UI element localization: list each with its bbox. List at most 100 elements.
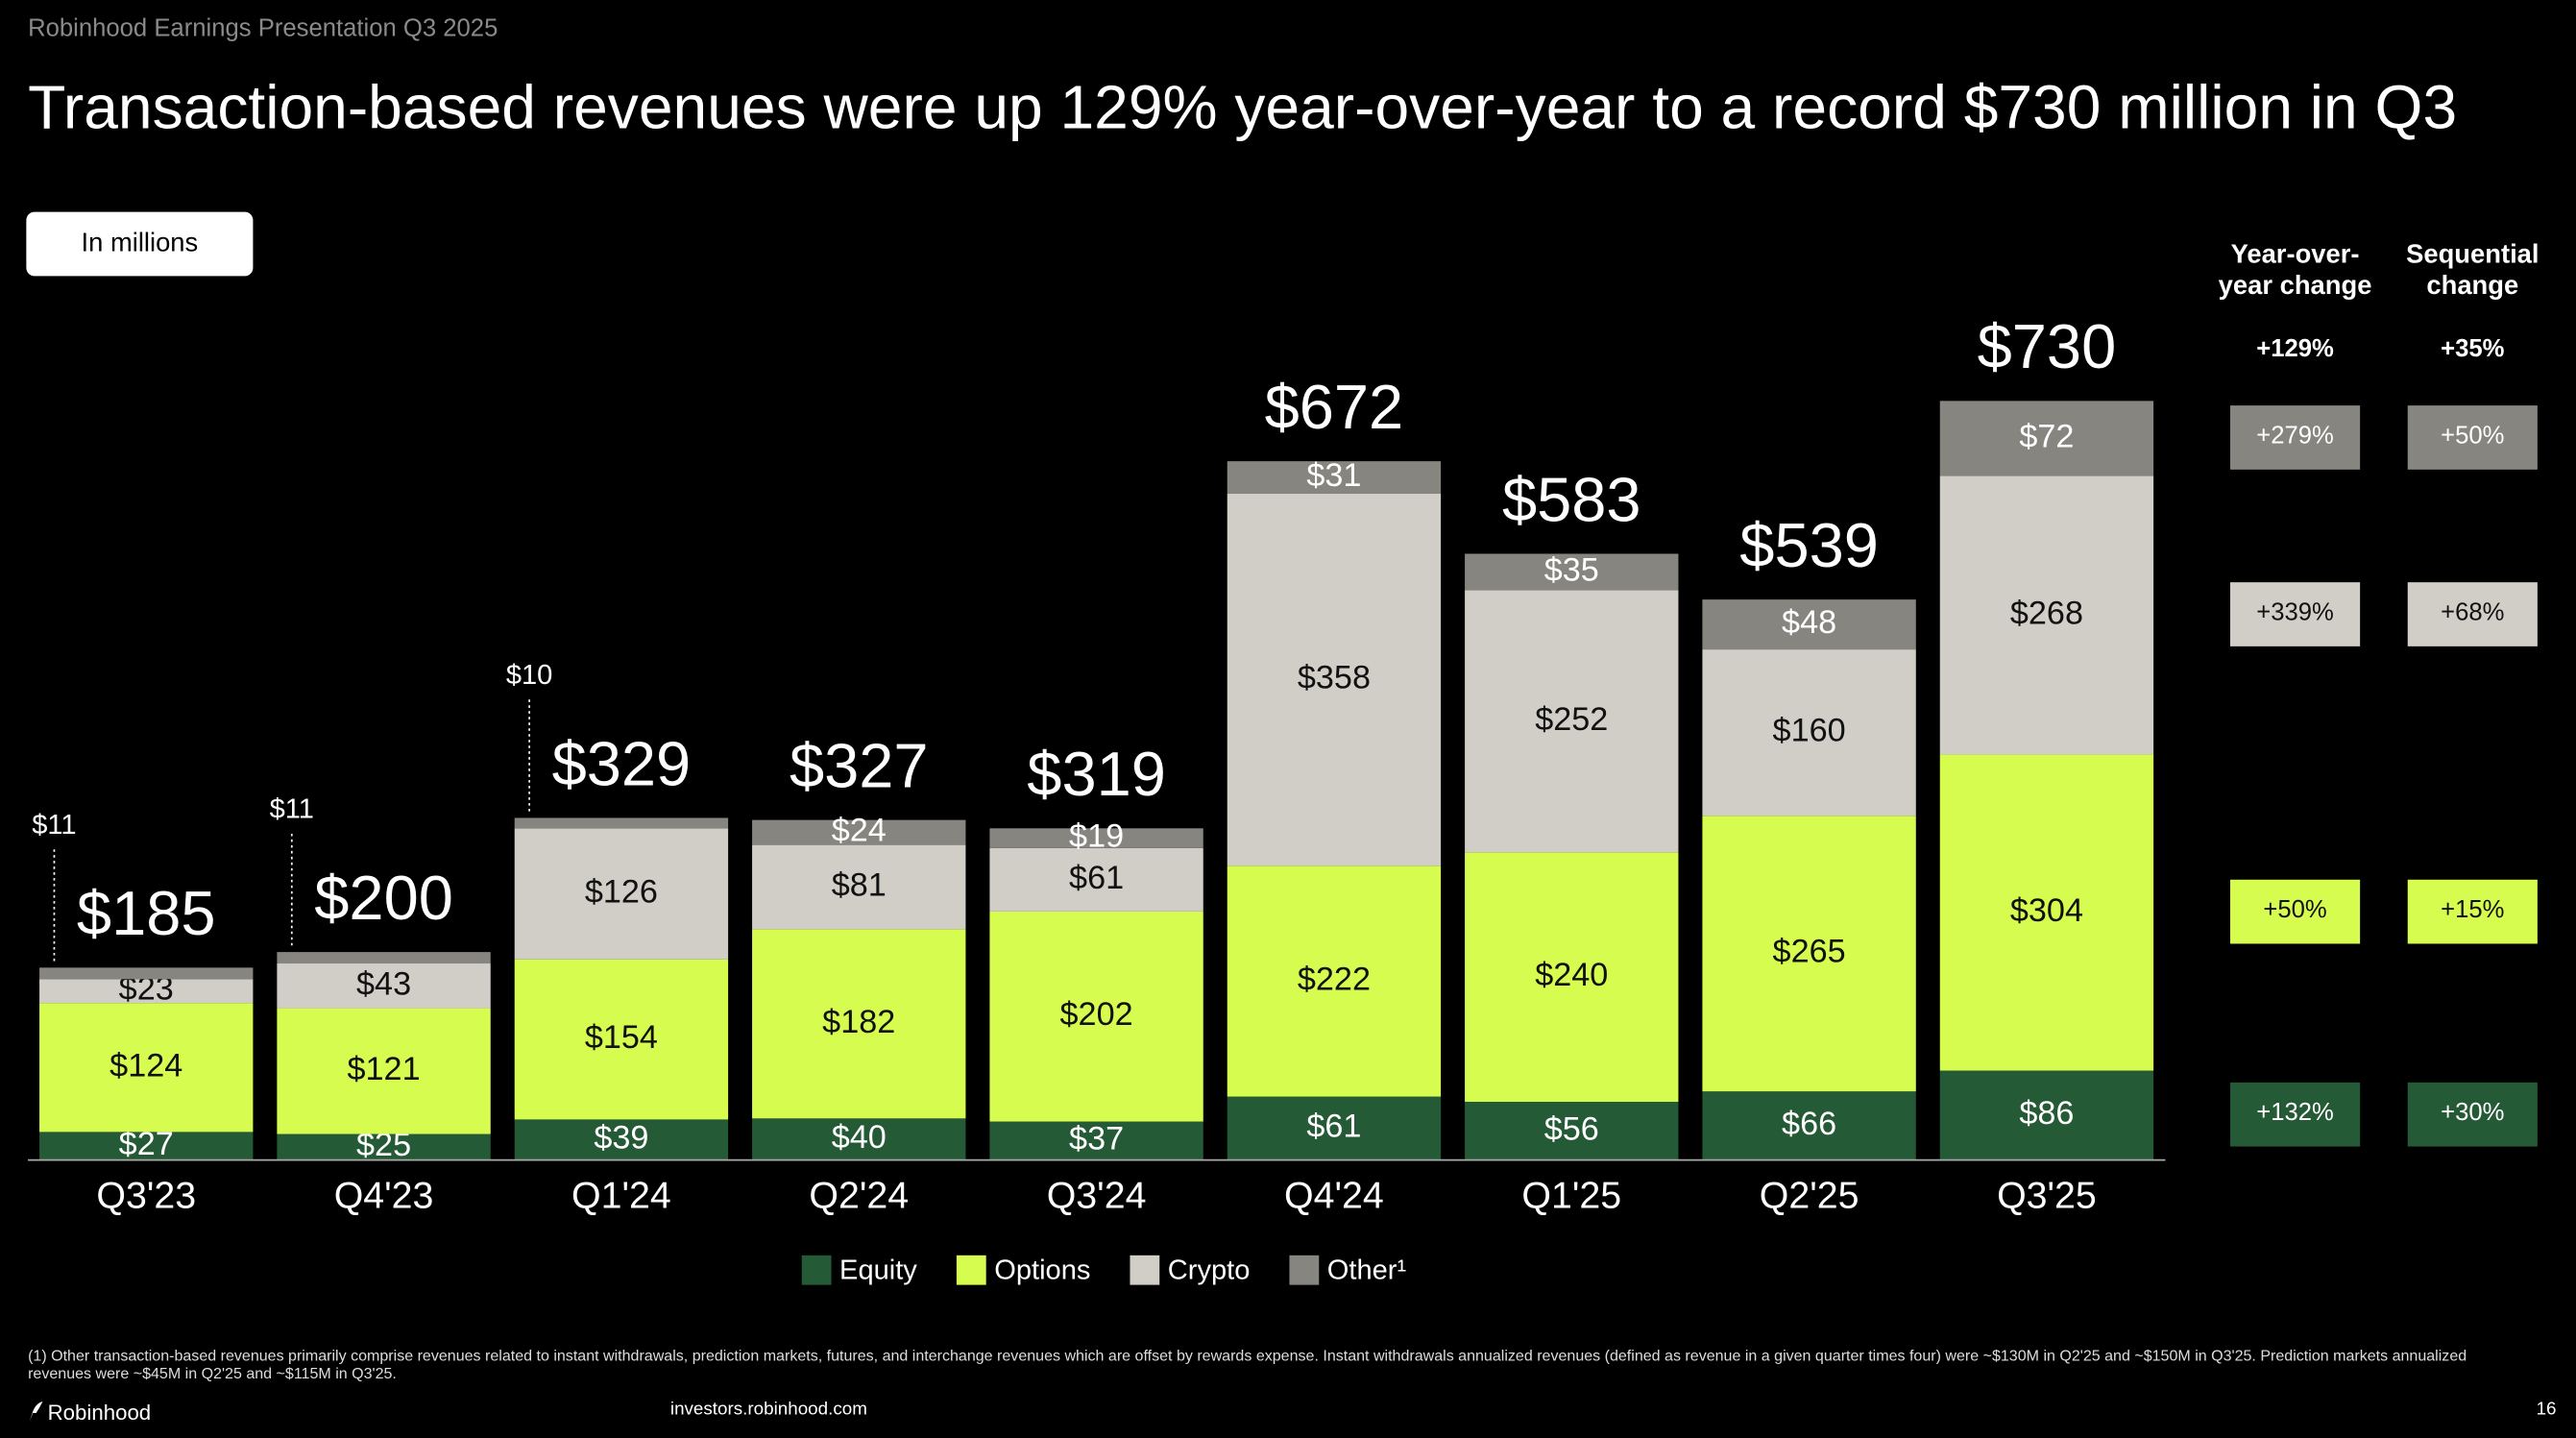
x-tick-label: Q4'23: [334, 1174, 434, 1216]
bar-segment: [752, 844, 966, 930]
x-tick-label: Q1'24: [571, 1174, 671, 1216]
value-label: $86: [2019, 1095, 2074, 1132]
change-box: [2230, 405, 2361, 470]
value-label: $40: [832, 1119, 887, 1156]
change-box: [2230, 582, 2361, 646]
value-label: $35: [1544, 551, 1599, 588]
legend-label: Equity: [839, 1255, 917, 1286]
legend-swatch: [1289, 1255, 1320, 1285]
value-label: $126: [585, 874, 658, 911]
brand: Robinhood: [28, 1400, 151, 1425]
change-box: [2230, 879, 2361, 944]
bar-segment: [277, 963, 491, 1009]
value-label: $252: [1535, 701, 1608, 738]
total-label: $730: [1978, 311, 2117, 381]
bar-segment: [514, 828, 729, 960]
legend-swatch: [801, 1255, 832, 1285]
legend-swatch: [956, 1255, 986, 1285]
value-label: $56: [1544, 1110, 1599, 1147]
title: Transaction-based revenues were up 129% …: [28, 72, 2458, 142]
change-value: +15%: [2441, 896, 2504, 923]
bar-segment: [39, 1132, 254, 1160]
bar-segment: [989, 847, 1203, 912]
legend-label: Options: [994, 1255, 1090, 1286]
bar-segment: [752, 819, 966, 845]
value-label: $61: [1069, 860, 1124, 896]
value-label: $265: [1773, 934, 1846, 970]
total-label: $329: [552, 728, 692, 798]
bar-segment: [752, 929, 966, 1119]
bar-segment: [1227, 865, 1442, 1097]
value-label: $31: [1306, 457, 1361, 494]
value-label: $19: [1069, 818, 1124, 855]
x-tick-label: Q3'25: [1997, 1174, 2097, 1216]
bar-segment: [39, 979, 254, 1004]
bar-segment: [989, 911, 1203, 1122]
bar-segment: [752, 1118, 966, 1160]
value-label: $10: [506, 660, 553, 691]
bar-segment: [1939, 754, 2154, 1071]
bar-segment: [1465, 553, 1679, 591]
value-label: $304: [2010, 892, 2083, 929]
x-tick-label: Q4'24: [1284, 1174, 1384, 1216]
change-value: +50%: [2441, 422, 2504, 449]
value-label: $124: [109, 1047, 182, 1084]
change-value: +50%: [2263, 896, 2326, 923]
change-value: +339%: [2256, 598, 2334, 625]
change-value: +279%: [2256, 422, 2334, 449]
bar-segment: [39, 967, 254, 980]
change-box: [2407, 1082, 2538, 1147]
bar-segment: [1939, 475, 2154, 755]
total-label: $672: [1265, 372, 1404, 442]
value-label: $66: [1782, 1106, 1836, 1142]
bar-segment: [277, 952, 491, 964]
brand-name: Robinhood: [47, 1400, 152, 1426]
bar-segment: [277, 1133, 491, 1160]
legend-label: Crypto: [1168, 1255, 1251, 1286]
legend-label: Other¹: [1327, 1255, 1407, 1286]
value-label: $72: [2019, 418, 2074, 454]
total-change: +129%: [2256, 335, 2334, 362]
bar-segment: [1702, 649, 1916, 816]
bar-segment: [1227, 1096, 1442, 1160]
column-header: Sequential change: [2406, 241, 2540, 302]
value-label: $240: [1535, 957, 1608, 993]
bar-segment: [39, 1003, 254, 1133]
x-tick-label: Q3'23: [96, 1174, 196, 1216]
bar-segment: [1465, 852, 1679, 1102]
total-label: $319: [1027, 739, 1166, 809]
change-box: [2407, 582, 2538, 646]
bar-segment: [989, 1121, 1203, 1160]
value-label: $358: [1298, 660, 1371, 696]
value-label: $24: [832, 813, 887, 849]
change-box: [2230, 1082, 2361, 1147]
source: Robinhood Earnings Presentation Q3 2025: [28, 14, 498, 43]
bar-segment: [1227, 461, 1442, 494]
value-label: $81: [832, 866, 887, 903]
change-box: [2407, 879, 2538, 944]
total-label: $327: [790, 730, 929, 800]
value-label: $48: [1782, 604, 1836, 641]
value-label: $202: [1060, 996, 1133, 1033]
bar-segment: [1702, 599, 1916, 650]
bar-segment: [1939, 401, 2154, 476]
bar-segment: [1939, 1070, 2154, 1160]
value-label: $11: [270, 794, 314, 825]
logo: [29, 1401, 43, 1422]
total-label: $185: [77, 878, 216, 948]
value-label: $43: [356, 965, 411, 1002]
bar-segment: [514, 1119, 729, 1160]
value-label: $61: [1306, 1109, 1361, 1145]
x-tick-label: Q1'25: [1521, 1174, 1621, 1216]
total-label: $539: [1739, 510, 1879, 580]
value-label: $160: [1773, 713, 1846, 749]
change-box: [2407, 405, 2538, 470]
change-value: +68%: [2441, 598, 2504, 625]
value-label: $39: [594, 1120, 648, 1157]
bar-segment: [1465, 590, 1679, 853]
value-label: $222: [1298, 961, 1371, 997]
bar-segment: [1702, 816, 1916, 1092]
total-change: +35%: [2441, 335, 2504, 362]
